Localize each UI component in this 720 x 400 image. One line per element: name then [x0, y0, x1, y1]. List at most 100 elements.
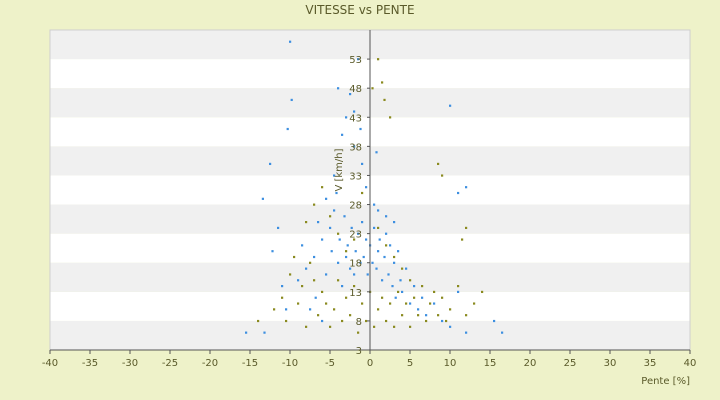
data-point-series-1 [375, 151, 378, 154]
data-point-series-2 [433, 290, 436, 294]
data-point-series-2 [305, 325, 308, 328]
data-point-series-1 [397, 250, 400, 253]
data-point-series-2 [393, 325, 396, 328]
data-point-series-1 [281, 285, 284, 288]
x-tick-label: 20 [524, 358, 537, 369]
data-point-series-1 [337, 87, 340, 90]
y-tick-label: 43 [349, 113, 362, 124]
data-point-series-2 [353, 285, 356, 288]
data-point-series-1 [335, 191, 338, 195]
data-point-series-1 [285, 308, 288, 311]
data-point-series-1 [421, 296, 424, 299]
data-point-series-1 [413, 285, 416, 288]
data-point-series-1 [441, 319, 444, 323]
data-point-series-2 [421, 285, 424, 288]
data-point-series-2 [361, 302, 364, 305]
data-point-series-1 [353, 273, 356, 276]
data-point-series-1 [350, 226, 353, 230]
x-tick-label: -15 [242, 358, 258, 369]
data-point-series-1 [401, 290, 404, 294]
data-point-series-1 [349, 93, 352, 96]
data-point-series-2 [401, 314, 404, 317]
data-point-series-1 [417, 308, 420, 311]
data-point-series-2 [381, 81, 384, 84]
data-point-series-2 [345, 250, 348, 253]
data-point-series-2 [383, 98, 386, 102]
data-point-series-1 [289, 40, 292, 43]
y-tick-label: 23 [349, 230, 362, 241]
x-tick-label: 15 [484, 358, 497, 369]
data-point-series-1 [357, 232, 360, 235]
data-point-series-1 [457, 191, 460, 195]
data-point-series-1 [377, 250, 380, 253]
x-tick-label: -30 [122, 358, 138, 369]
data-point-series-2 [473, 302, 476, 305]
data-point-series-1 [313, 255, 316, 259]
data-point-series-2 [333, 308, 336, 311]
data-point-series-2 [385, 319, 388, 323]
y-tick-label: 33 [349, 171, 362, 182]
data-point-series-2 [385, 244, 388, 247]
data-point-series-1 [338, 238, 341, 241]
data-point-series-1 [465, 186, 468, 189]
x-tick-label: 10 [444, 358, 457, 369]
data-point-series-2 [337, 232, 340, 235]
data-point-series-1 [362, 255, 365, 259]
data-point-series-1 [405, 267, 408, 270]
data-point-series-1 [383, 255, 386, 259]
data-point-series-1 [301, 244, 304, 247]
data-point-series-1 [449, 325, 452, 328]
data-point-series-2 [353, 238, 356, 241]
data-point-series-2 [409, 279, 412, 282]
data-point-series-1 [433, 302, 436, 305]
x-tick-label: 0 [367, 358, 373, 369]
x-tick-label: -5 [325, 358, 335, 369]
data-point-series-1 [309, 308, 312, 311]
data-point-series-1 [361, 221, 364, 224]
x-tick-label: -40 [42, 358, 58, 369]
data-point-series-2 [337, 279, 340, 282]
x-tick-label: 35 [644, 358, 657, 369]
data-point-series-1 [393, 221, 396, 224]
data-point-series-1 [329, 226, 332, 230]
data-point-series-1 [357, 58, 360, 61]
data-point-series-1 [343, 215, 346, 218]
data-point-series-1 [345, 255, 348, 259]
y-tick-label: 3 [356, 346, 362, 357]
data-point-series-1 [321, 319, 324, 323]
data-point-series-2 [465, 314, 468, 317]
data-point-series-1 [399, 279, 402, 282]
data-point-series-1 [359, 127, 362, 131]
data-point-series-2 [437, 162, 440, 166]
data-point-series-1 [393, 261, 396, 264]
data-point-series-2 [317, 314, 320, 317]
x-tick-label: 5 [407, 358, 413, 369]
data-point-series-1 [385, 215, 388, 218]
data-point-series-2 [417, 314, 420, 317]
data-point-series-2 [257, 319, 260, 323]
data-point-series-2 [321, 290, 324, 294]
y-tick-label: 18 [349, 259, 362, 270]
data-point-series-1 [271, 250, 274, 253]
y-tick-label: 48 [349, 84, 362, 95]
data-point-series-1 [245, 331, 248, 334]
data-point-series-1 [325, 197, 328, 200]
data-point-series-1 [353, 110, 356, 113]
data-point-series-1 [305, 267, 308, 270]
data-point-series-2 [321, 186, 324, 189]
data-point-series-1 [391, 285, 394, 288]
data-point-series-2 [289, 273, 292, 276]
data-point-series-1 [325, 273, 328, 276]
x-tick-label: -35 [82, 358, 98, 369]
data-point-series-1 [365, 238, 368, 241]
y-tick-label: 8 [356, 317, 362, 328]
data-point-series-2 [349, 314, 352, 317]
data-point-series-1 [321, 238, 324, 241]
data-point-series-2 [393, 255, 396, 259]
data-point-series-2 [481, 290, 484, 294]
data-point-series-2 [389, 302, 392, 305]
data-point-series-1 [394, 296, 397, 299]
data-point-series-1 [365, 186, 368, 189]
data-point-series-2 [377, 308, 380, 311]
